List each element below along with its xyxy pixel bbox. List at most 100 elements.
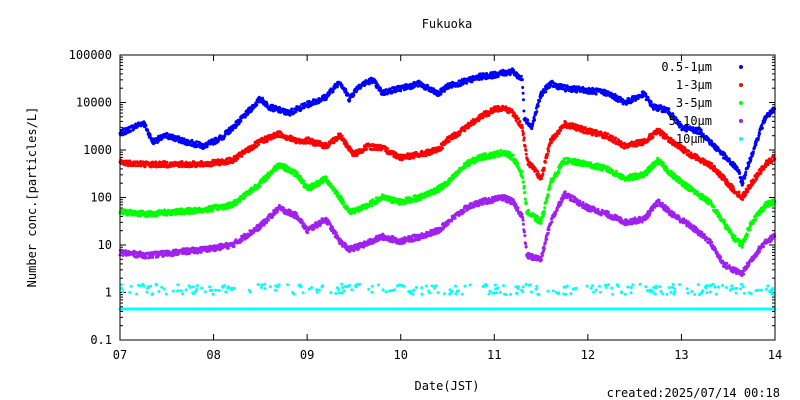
data-point bbox=[550, 140, 553, 144]
data-point bbox=[370, 204, 374, 208]
data-point bbox=[543, 206, 547, 210]
data-point bbox=[516, 162, 520, 166]
data-point bbox=[669, 136, 673, 140]
data-point bbox=[240, 154, 244, 158]
data-point bbox=[594, 92, 598, 96]
x-tick-label: 10 bbox=[393, 348, 407, 362]
data-point bbox=[439, 92, 443, 96]
data-point bbox=[523, 197, 527, 201]
data-point bbox=[493, 155, 497, 159]
data-point bbox=[743, 176, 747, 180]
x-tick-label: 13 bbox=[674, 348, 688, 362]
data-point bbox=[521, 131, 525, 135]
data-point bbox=[710, 162, 714, 166]
data-point bbox=[536, 104, 540, 108]
data-point bbox=[340, 83, 344, 87]
data-point bbox=[485, 72, 489, 75]
data-points bbox=[118, 67, 777, 311]
y-tick-label: 1 bbox=[105, 286, 112, 300]
data-point bbox=[385, 195, 389, 199]
chart-title: Fukuoka bbox=[422, 17, 473, 31]
data-point bbox=[539, 221, 543, 225]
data-point bbox=[667, 107, 671, 111]
data-point bbox=[535, 110, 539, 114]
data-point bbox=[546, 152, 549, 156]
y-tick-label: 10000 bbox=[76, 96, 112, 110]
data-point bbox=[738, 171, 742, 175]
data-point bbox=[441, 146, 444, 150]
data-point bbox=[344, 89, 348, 93]
data-point bbox=[419, 198, 423, 201]
data-point bbox=[606, 132, 610, 136]
data-point bbox=[741, 181, 745, 185]
data-point bbox=[532, 115, 536, 119]
data-point bbox=[747, 164, 751, 168]
y-tick-label: 100 bbox=[90, 191, 112, 205]
data-point bbox=[195, 140, 199, 144]
data-point bbox=[534, 106, 538, 110]
data-point bbox=[521, 86, 525, 89]
data-point bbox=[522, 136, 526, 140]
data-point bbox=[687, 149, 691, 153]
y-axis-label: Number conc.[particles/L] bbox=[25, 107, 39, 288]
x-tick-label: 12 bbox=[581, 348, 595, 362]
data-point bbox=[328, 92, 331, 96]
data-point bbox=[541, 172, 545, 176]
data-point bbox=[365, 147, 368, 151]
data-point bbox=[463, 129, 467, 133]
data-point bbox=[399, 89, 403, 93]
data-point bbox=[522, 98, 525, 102]
data-point bbox=[533, 118, 537, 122]
data-point bbox=[511, 153, 515, 157]
x-tick-label: 11 bbox=[487, 348, 501, 362]
data-point bbox=[278, 106, 282, 110]
data-point bbox=[367, 82, 371, 86]
data-point bbox=[614, 136, 618, 140]
data-point bbox=[255, 103, 259, 107]
data-point bbox=[128, 129, 132, 133]
series-0 bbox=[118, 67, 777, 187]
y-tick-label: 1000 bbox=[83, 143, 112, 157]
data-point bbox=[205, 145, 209, 149]
data-point bbox=[143, 165, 147, 169]
data-point bbox=[522, 109, 526, 113]
data-point bbox=[520, 170, 524, 173]
data-point bbox=[526, 118, 530, 122]
data-point bbox=[290, 107, 294, 111]
y-tick-label: 100000 bbox=[69, 48, 112, 62]
data-point bbox=[548, 187, 552, 190]
data-point bbox=[651, 135, 655, 139]
data-point bbox=[379, 86, 383, 90]
data-point bbox=[541, 93, 544, 97]
data-point bbox=[524, 152, 528, 156]
data-point bbox=[346, 93, 350, 97]
data-point bbox=[744, 170, 748, 174]
data-point bbox=[352, 93, 356, 96]
data-point bbox=[258, 184, 262, 188]
data-point bbox=[340, 134, 344, 138]
data-point bbox=[302, 179, 305, 183]
data-point bbox=[543, 160, 547, 164]
data-point bbox=[144, 123, 148, 127]
data-point bbox=[385, 147, 389, 151]
data-point bbox=[699, 128, 703, 132]
x-tick-label: 07 bbox=[113, 348, 127, 362]
data-point bbox=[523, 144, 527, 148]
data-point bbox=[148, 133, 152, 137]
data-point bbox=[146, 128, 150, 132]
data-point bbox=[627, 96, 630, 100]
data-point bbox=[744, 173, 747, 177]
data-point bbox=[516, 117, 520, 121]
data-point bbox=[512, 68, 516, 72]
data-point bbox=[524, 202, 528, 206]
data-point bbox=[524, 148, 528, 152]
data-point bbox=[335, 85, 339, 89]
data-point bbox=[521, 176, 525, 180]
data-point bbox=[649, 100, 653, 104]
data-point bbox=[531, 122, 535, 126]
data-point bbox=[520, 78, 524, 82]
data-point bbox=[165, 160, 169, 164]
created-timestamp: created:2025/07/14 00:18 bbox=[607, 386, 780, 400]
data-point bbox=[547, 149, 551, 153]
data-point bbox=[455, 81, 459, 85]
